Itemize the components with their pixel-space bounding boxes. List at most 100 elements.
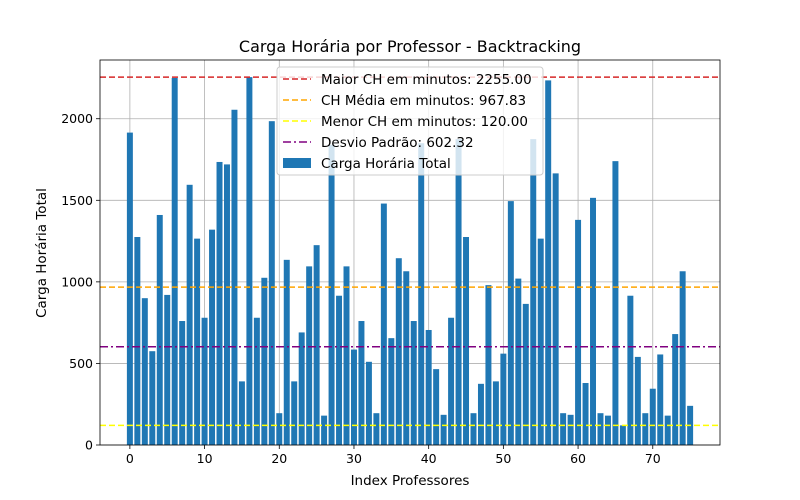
bar: [276, 413, 283, 445]
bar: [365, 361, 372, 445]
legend-swatch-bar: [283, 158, 311, 168]
bar: [448, 317, 455, 445]
bar: [194, 238, 201, 445]
bar: [649, 388, 656, 445]
bar: [186, 184, 193, 446]
bars: [126, 77, 694, 446]
legend-box: [276, 66, 544, 176]
bar: [380, 203, 387, 445]
bar: [156, 214, 163, 445]
bar: [515, 278, 522, 445]
bar: [358, 321, 365, 445]
bar: [642, 413, 649, 445]
bar: [619, 425, 626, 445]
legend-label: Carga Horária Total: [321, 156, 451, 172]
bar: [283, 259, 290, 445]
x-axis-ticks: 0 10 20 30 40 50 60 70: [126, 445, 661, 466]
bar: [336, 295, 343, 445]
x-tick-label: 0: [126, 451, 134, 466]
bar: [395, 258, 402, 445]
bar: [575, 219, 582, 445]
bar: [552, 173, 559, 445]
bar: [291, 381, 298, 445]
bar: [126, 132, 133, 445]
axes-frame: [99, 59, 721, 446]
y-axis-ticks: 0 500 1000 1500 2000: [61, 111, 100, 453]
x-tick-label: 50: [495, 451, 511, 466]
x-tick-label: 30: [346, 451, 362, 466]
bar: [388, 338, 395, 445]
bar: [545, 80, 552, 445]
bar: [604, 415, 611, 445]
bar: [224, 164, 230, 445]
bar: [455, 139, 462, 445]
bar: [507, 201, 514, 445]
bar: [261, 277, 268, 445]
bar: [567, 414, 574, 445]
bar: [253, 317, 260, 445]
x-tick-label: 70: [645, 451, 661, 466]
bar: [164, 294, 171, 445]
bar: [238, 381, 245, 445]
x-axis-title: Index Professores: [351, 473, 470, 489]
bar: [597, 413, 604, 445]
bar: [179, 321, 186, 445]
legend: Maior CH em minutos: 2255.00 CH Média em …: [276, 66, 544, 176]
bar: [425, 329, 432, 445]
bar: [403, 271, 410, 445]
bar: [350, 349, 357, 445]
bar: [134, 237, 141, 445]
bar: [612, 161, 619, 445]
bar: [500, 353, 507, 445]
bar: [627, 295, 634, 445]
bar: [306, 266, 313, 445]
bar: [418, 143, 425, 445]
bar: [522, 303, 529, 445]
bar: [343, 266, 350, 445]
bar: [672, 334, 679, 445]
bar: [492, 381, 499, 445]
bar: [216, 161, 223, 445]
y-tick-label: 1000: [61, 274, 93, 289]
legend-label: CH Média em minutos: 967.83: [321, 93, 526, 109]
bar: [560, 413, 567, 445]
chart-title: Carga Horária por Professor - Backtracki…: [239, 37, 581, 56]
y-tick-label: 2000: [61, 111, 93, 126]
bar: [171, 77, 178, 445]
x-tick-label: 40: [421, 451, 437, 466]
bar: [530, 139, 537, 445]
bar: [657, 354, 664, 445]
bar: [149, 351, 156, 445]
y-tick-label: 1500: [61, 193, 93, 208]
x-tick-label: 10: [197, 451, 213, 466]
y-tick-label: 0: [85, 438, 93, 453]
bar: [485, 285, 492, 445]
bar: [201, 317, 208, 445]
bar: [141, 298, 148, 445]
bar: [433, 369, 440, 445]
x-tick-label: 20: [271, 451, 287, 466]
x-tick-label: 60: [570, 451, 586, 466]
bar: [209, 229, 216, 445]
bar: [537, 238, 544, 445]
bar: [328, 144, 335, 445]
y-axis-title: Carga Horária Total: [34, 188, 50, 318]
y-tick-label: 500: [69, 356, 93, 371]
bar: [321, 415, 328, 445]
bar: [268, 121, 275, 446]
plot-area: [99, 59, 721, 446]
legend-label: Menor CH em minutos: 120.00: [321, 114, 528, 130]
bar: [477, 383, 484, 445]
bar: [440, 414, 447, 445]
bar: [313, 245, 320, 445]
legend-label: Maior CH em minutos: 2255.00: [321, 72, 532, 88]
bar: [590, 197, 596, 445]
bar: [463, 237, 470, 445]
bar: [298, 332, 305, 445]
legend-label: Desvio Padrão: 602.32: [321, 135, 474, 151]
bar: [470, 413, 477, 445]
bar: [679, 271, 686, 445]
bar: [582, 383, 589, 445]
bar: [373, 413, 380, 445]
